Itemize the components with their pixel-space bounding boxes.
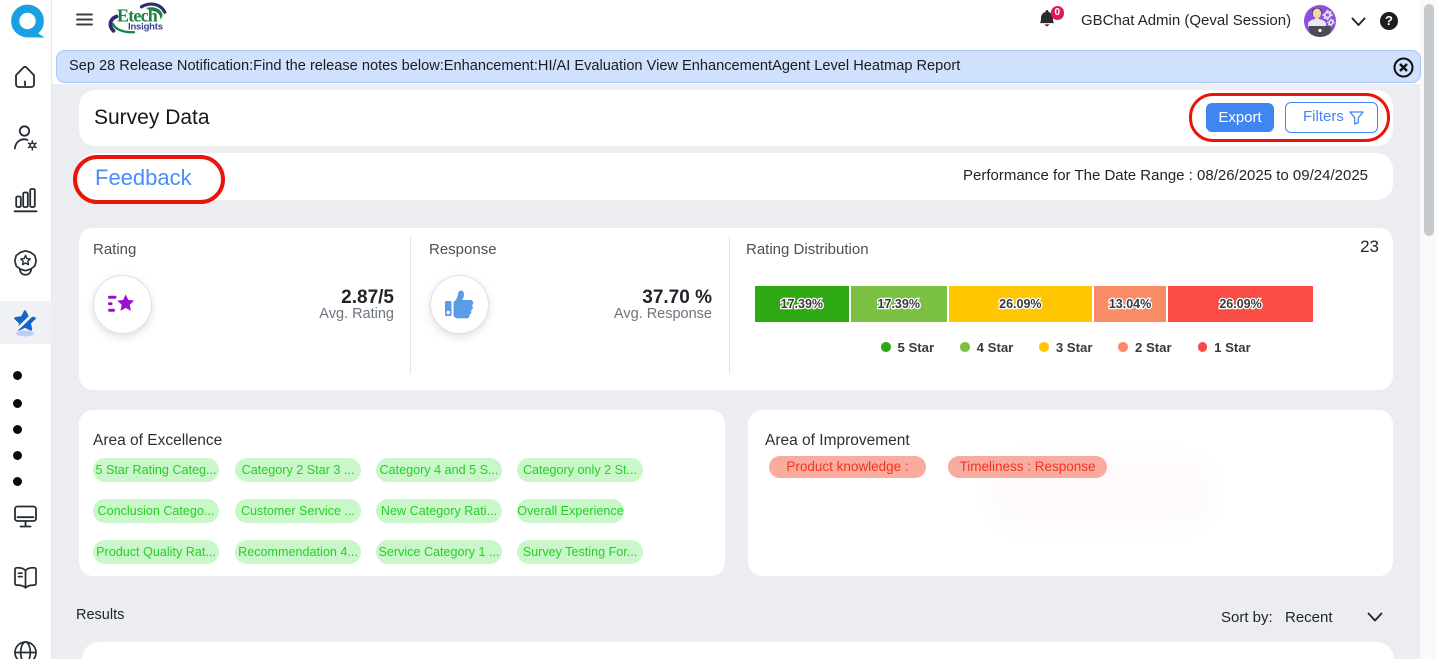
svg-text:Insights: Insights: [128, 22, 163, 33]
svg-text:Etech: Etech: [117, 5, 158, 25]
